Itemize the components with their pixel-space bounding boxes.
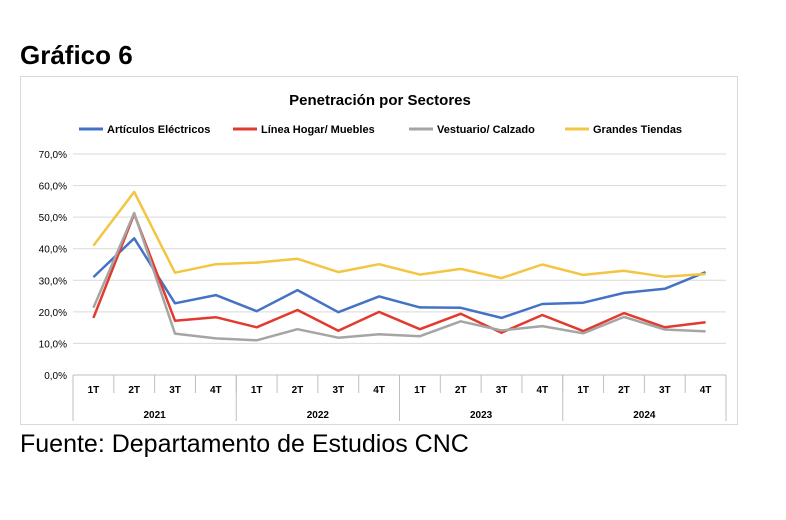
x-tick-label: 1T	[577, 385, 589, 396]
x-tick-label: 1T	[88, 385, 100, 396]
y-tick-label: 20,0%	[39, 308, 67, 319]
line-chart: Penetración por Sectores Artículos Eléct…	[39, 92, 727, 421]
legend-label: Grandes Tiendas	[593, 124, 682, 136]
x-axis: 1T 2T 3T 4T 1T 2T 3T 4T 1T 2T 3T 4T 1T 2T 3T 4T 2021 2022…	[72, 374, 727, 421]
x-tick-label: 4T	[210, 385, 222, 396]
x-tick-label: 2T	[128, 385, 140, 396]
x-tick-label: 3T	[169, 385, 181, 396]
page-heading: Gráfico 6	[20, 40, 133, 70]
chart-grid	[73, 153, 726, 344]
x-tick-label: 4T	[537, 385, 549, 396]
x-group-label: 2023	[470, 410, 493, 421]
legend-label: Línea Hogar/ Muebles	[261, 124, 375, 136]
legend-label: Artículos Eléctricos	[107, 124, 210, 136]
x-group-label: 2022	[307, 410, 330, 421]
chart-frame: Penetración por Sectores Artículos Eléct…	[20, 76, 738, 425]
y-tick-label: 0,0%	[44, 371, 67, 382]
y-tick-label: 30,0%	[39, 276, 67, 287]
chart-series	[92, 190, 707, 342]
y-axis: 0,0% 10,0% 20,0% 30,0% 40,0% 50,0% 60,0% 70,0%	[39, 150, 67, 382]
x-tick-label: 2T	[455, 385, 467, 396]
x-tick-label: 1T	[251, 385, 263, 396]
x-group-label: 2021	[144, 410, 167, 421]
source-note: Fuente: Departamento de Estudios CNC	[20, 430, 469, 458]
x-tick-label: 4T	[373, 385, 385, 396]
y-tick-label: 10,0%	[39, 339, 67, 350]
x-tick-label: 3T	[332, 385, 344, 396]
x-tick-label: 2T	[292, 385, 304, 396]
chart-legend: Artículos Eléctricos Línea Hogar/ Muebles…	[79, 124, 682, 136]
y-tick-label: 50,0%	[39, 213, 67, 224]
legend-label: Vestuario/ Calzado	[437, 124, 535, 136]
series-line	[92, 237, 707, 320]
x-tick-label: 3T	[659, 385, 671, 396]
series-line	[92, 190, 706, 280]
x-tick-label: 4T	[700, 385, 712, 396]
y-tick-label: 70,0%	[39, 150, 67, 161]
y-tick-label: 60,0%	[39, 182, 67, 193]
series-line	[92, 212, 706, 334]
y-tick-label: 40,0%	[39, 245, 67, 256]
x-tick-label: 1T	[414, 385, 426, 396]
x-group-label: 2024	[633, 410, 656, 421]
x-tick-label: 2T	[618, 385, 630, 396]
series-line	[92, 211, 706, 342]
x-tick-label: 3T	[496, 385, 508, 396]
chart-title: Penetración por Sectores	[289, 92, 471, 109]
